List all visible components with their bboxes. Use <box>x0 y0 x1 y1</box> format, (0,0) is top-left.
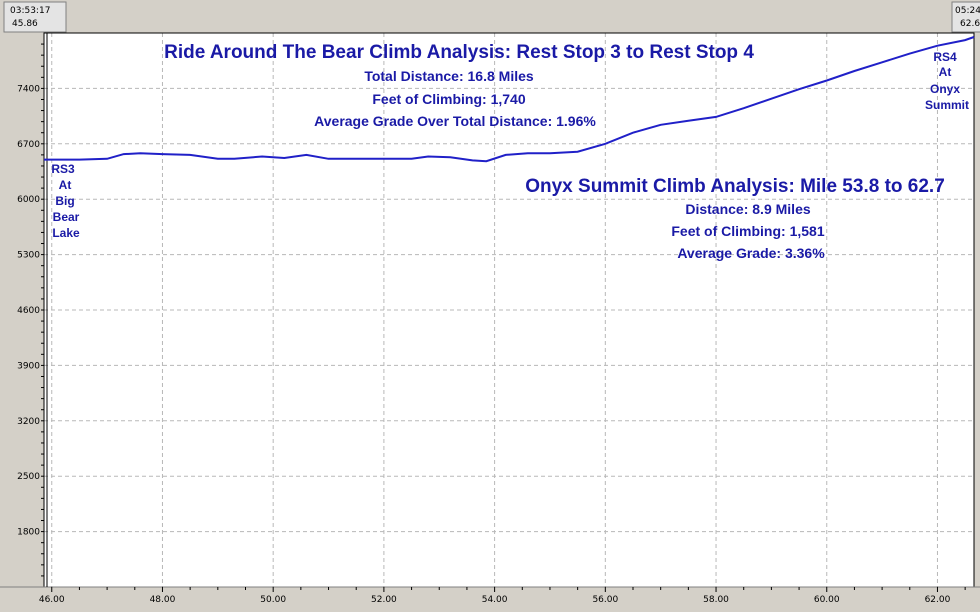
x-tick-label: 62.00 <box>925 595 951 605</box>
onyx-grade-label: Average Grade: 3.36% <box>677 245 825 261</box>
onyx-title: Onyx Summit Climb Analysis: Mile 53.8 to… <box>525 176 945 197</box>
chart-title: Ride Around The Bear Climb Analysis: Res… <box>164 42 754 63</box>
x-tick-label: 60.00 <box>814 595 840 605</box>
end-marker-distance: 62.6 <box>960 19 980 29</box>
x-tick-label: 56.00 <box>592 595 618 605</box>
rs3-line-4: Bear <box>53 210 80 224</box>
rs4-label: RS4 At Onyx Summit <box>925 50 969 112</box>
total-distance-label: Total Distance: 16.8 Miles <box>364 68 534 84</box>
grid <box>44 33 974 587</box>
x-axis: 46.00 48.00 50.00 52.00 54.00 56.00 58.00 60.00… <box>39 587 966 605</box>
rs4-line-4: Summit <box>925 98 969 112</box>
rs3-line-1: RS3 <box>51 162 75 176</box>
y-tick-label: 6000 <box>17 195 40 205</box>
end-marker[interactable]: 05:24 62.6 <box>951 1 980 33</box>
x-tick-label: 58.00 <box>703 595 729 605</box>
total-climbing-label: Feet of Climbing: 1,740 <box>372 91 525 107</box>
rs3-label: RS3 At Big Bear Lake <box>51 162 80 240</box>
x-tick-label: 46.00 <box>39 595 65 605</box>
y-tick-label: 5300 <box>17 251 40 261</box>
onyx-distance-label: Distance: 8.9 Miles <box>685 201 810 217</box>
x-tick-label: 54.00 <box>482 595 508 605</box>
x-tick-label: 48.00 <box>150 595 176 605</box>
y-tick-label: 7400 <box>17 84 40 94</box>
end-marker-time: 05:24 <box>955 6 980 16</box>
x-axis-strip <box>0 587 980 612</box>
y-tick-label: 3900 <box>17 361 40 371</box>
y-tick-label: 4600 <box>17 306 40 316</box>
x-tick-label: 52.00 <box>371 595 397 605</box>
y-tick-label: 2500 <box>17 472 40 482</box>
rs4-line-1: RS4 <box>933 50 957 64</box>
x-tick-label: 50.00 <box>260 595 286 605</box>
y-tick-label: 1800 <box>17 528 40 538</box>
elevation-line <box>44 36 975 163</box>
y-tick-label: 6700 <box>17 140 40 150</box>
y-axis: 1800 2500 3200 3900 4600 5300 6000 6700 7400 <box>17 43 44 577</box>
start-marker-distance: 45.86 <box>12 19 38 29</box>
rs3-line-2: At <box>59 178 72 192</box>
y-tick-label: 3200 <box>17 417 40 427</box>
rs3-line-5: Lake <box>52 226 80 240</box>
start-marker-time: 03:53:17 <box>10 6 50 16</box>
total-grade-label: Average Grade Over Total Distance: 1.96% <box>314 113 596 129</box>
rs4-line-2: At <box>939 65 952 79</box>
onyx-climbing-label: Feet of Climbing: 1,581 <box>671 223 824 239</box>
rs3-line-3: Big <box>55 194 74 208</box>
start-marker[interactable]: 03:53:17 45.86 <box>3 1 67 33</box>
rs4-line-3: Onyx <box>930 82 960 96</box>
